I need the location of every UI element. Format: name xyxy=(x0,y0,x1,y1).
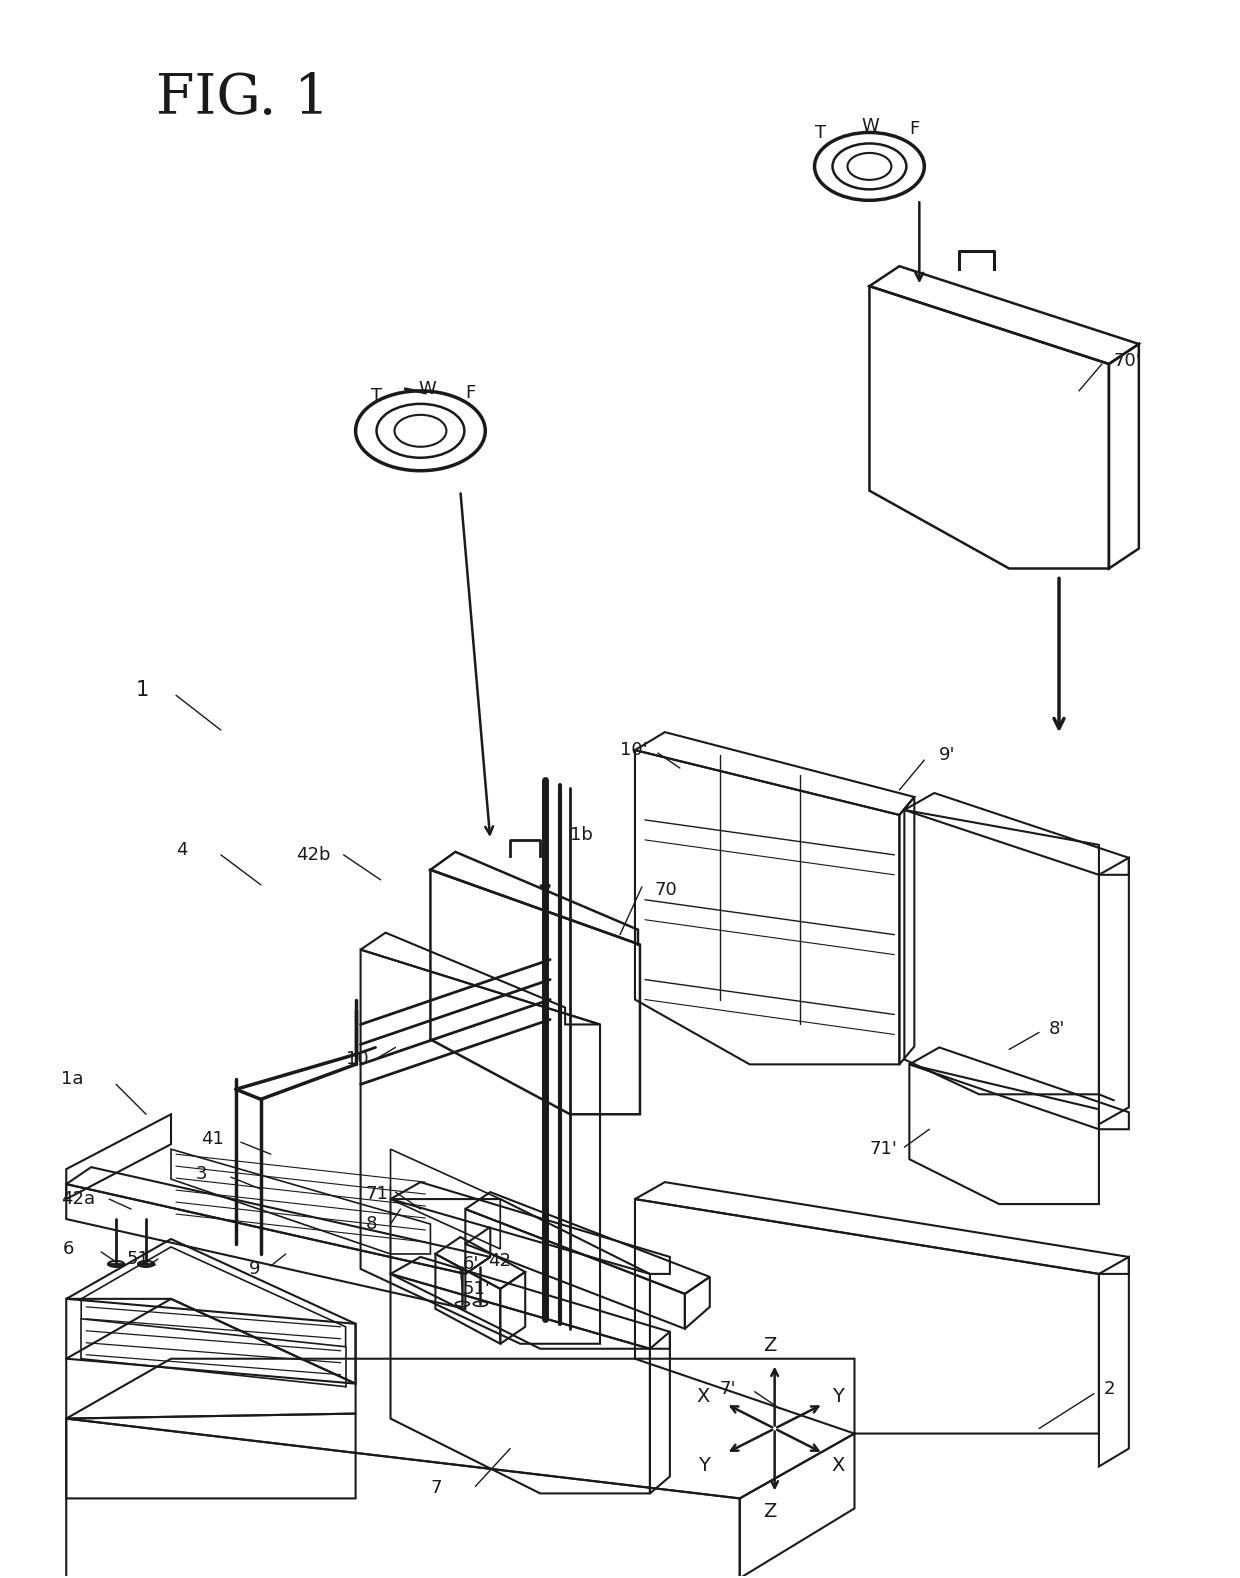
Text: 70: 70 xyxy=(655,881,678,899)
Text: X: X xyxy=(697,1387,711,1406)
Text: 42a: 42a xyxy=(61,1190,95,1209)
Text: W: W xyxy=(418,380,436,398)
Text: FIG. 1: FIG. 1 xyxy=(156,71,330,126)
Text: F: F xyxy=(465,383,476,402)
Text: 6': 6' xyxy=(463,1255,479,1273)
Text: 1a: 1a xyxy=(61,1070,84,1089)
Text: 42b: 42b xyxy=(295,846,330,863)
Text: 6: 6 xyxy=(63,1240,74,1258)
Text: T: T xyxy=(371,387,382,406)
Text: 7: 7 xyxy=(430,1480,441,1498)
Text: 51': 51' xyxy=(463,1280,490,1297)
Text: 9: 9 xyxy=(249,1259,260,1278)
Text: 10': 10' xyxy=(620,742,647,759)
Text: 8: 8 xyxy=(366,1215,377,1232)
Text: 41: 41 xyxy=(201,1130,223,1149)
Text: 4: 4 xyxy=(176,841,187,858)
Text: Y: Y xyxy=(698,1456,709,1475)
Text: 9': 9' xyxy=(939,746,956,764)
Text: 3: 3 xyxy=(196,1165,207,1184)
Text: Y: Y xyxy=(832,1387,843,1406)
Text: T: T xyxy=(815,125,826,142)
Text: 70': 70' xyxy=(1114,352,1142,369)
Text: W: W xyxy=(862,117,879,136)
Text: 71': 71' xyxy=(869,1141,898,1158)
Text: 7': 7' xyxy=(719,1379,737,1398)
Text: X: X xyxy=(831,1456,844,1475)
Text: F: F xyxy=(909,120,920,139)
Text: 71': 71' xyxy=(366,1185,393,1202)
Text: 8': 8' xyxy=(1049,1021,1065,1038)
Text: 51: 51 xyxy=(126,1250,149,1269)
Text: 1: 1 xyxy=(136,680,149,701)
Text: 1b: 1b xyxy=(570,825,593,844)
Text: 10: 10 xyxy=(346,1051,368,1068)
Text: 2: 2 xyxy=(1104,1379,1116,1398)
Text: Z: Z xyxy=(763,1502,776,1521)
Text: 42: 42 xyxy=(489,1251,511,1270)
Text: Z: Z xyxy=(763,1337,776,1356)
